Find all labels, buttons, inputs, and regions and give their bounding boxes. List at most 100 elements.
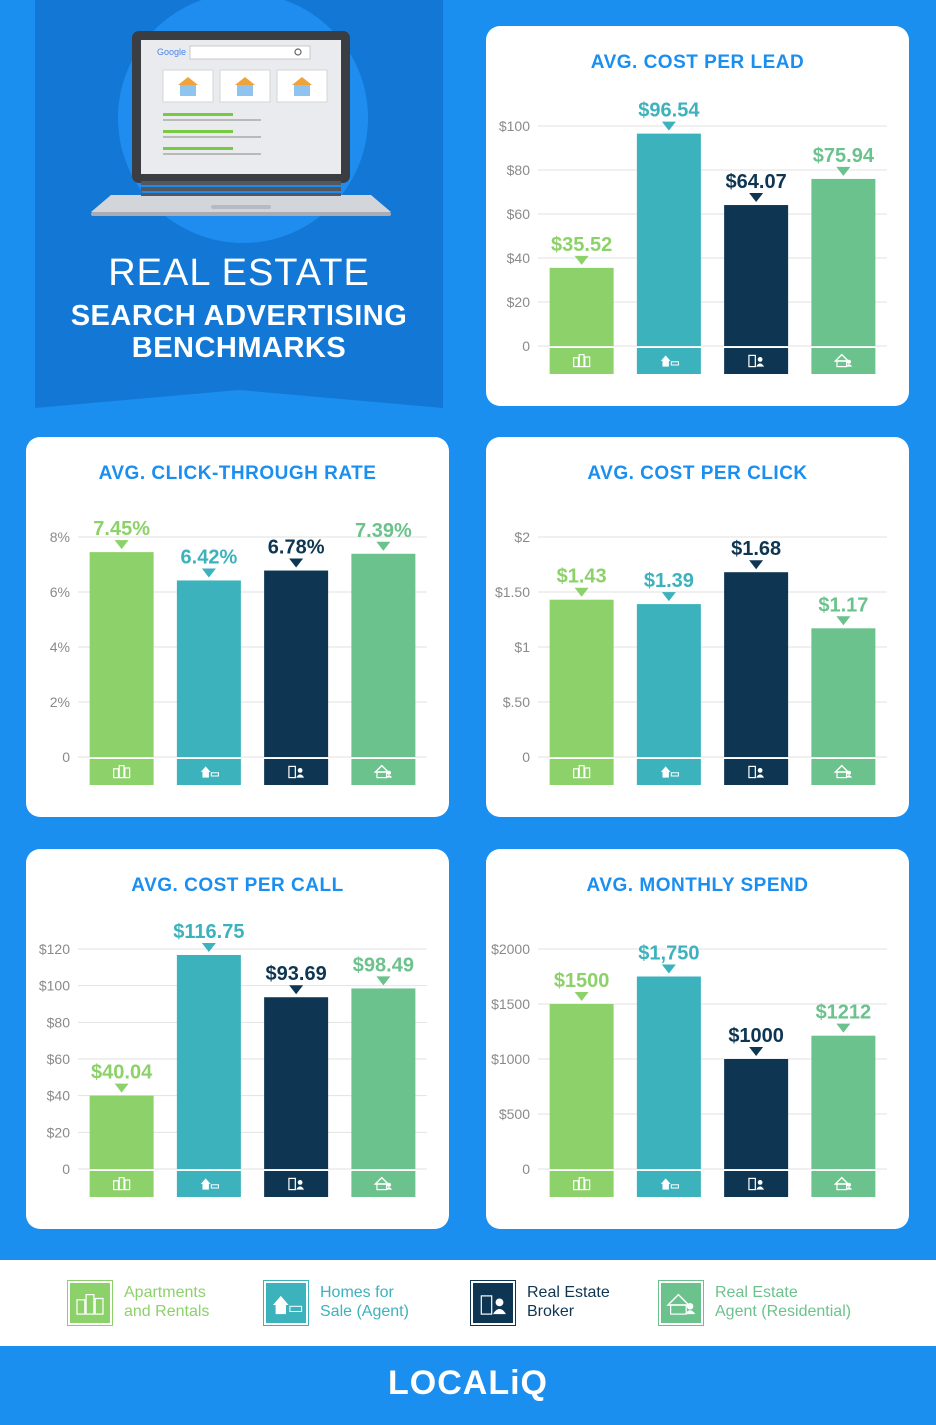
- value-pointer: [661, 592, 676, 602]
- value-pointer: [574, 587, 589, 597]
- y-tick-label: $500: [499, 1106, 530, 1122]
- data-label: $96.54: [638, 100, 700, 122]
- chart-card-cost-per-call: AVG. COST PER CALL 0 $20 $40 $60 $80 $100 $120 $…: [26, 849, 449, 1229]
- home-for-sale-icon: [200, 766, 219, 778]
- category-strip: [89, 1171, 154, 1197]
- y-tick-label: 8%: [50, 529, 70, 545]
- y-tick-label: $60: [47, 1051, 71, 1067]
- home-for-sale-icon: [200, 1178, 219, 1190]
- data-label: 6.78%: [268, 537, 325, 559]
- y-tick-label: 0: [522, 749, 530, 765]
- legend-label: Real Estate Agent (Residential): [715, 1284, 852, 1320]
- legend-label: Apartments and Rentals: [124, 1284, 210, 1320]
- data-label: $1,750: [638, 943, 699, 965]
- y-tick-label: $1: [514, 639, 530, 655]
- category-strip: [724, 348, 789, 374]
- value-pointer: [661, 964, 676, 974]
- chart-card-cost-per-lead: AVG. COST PER LEAD 0 $20 $40 $60 $80 $100 $35.5…: [486, 26, 909, 406]
- value-pointer: [376, 976, 391, 986]
- y-tick-label: $100: [499, 118, 530, 134]
- y-tick-label: 0: [522, 338, 530, 354]
- chart-card-cost-per-click: AVG. COST PER CLICK 0 $.50 $1 $1.50 $2 $1.43 $1…: [486, 437, 909, 817]
- y-tick-label: 4%: [50, 639, 70, 655]
- bar-agent: [811, 178, 876, 346]
- y-tick-label: $100: [39, 978, 70, 994]
- chart-title: AVG. COST PER LEAD: [591, 52, 804, 73]
- value-pointer: [376, 541, 391, 551]
- agent-icon: [373, 1176, 393, 1191]
- bar-chart-cpc: AVG. COST PER CLICK 0 $.50 $1 $1.50 $2 $1.43 $1…: [495, 463, 887, 785]
- data-label: $40.04: [91, 1062, 153, 1084]
- search-logo: Google: [157, 47, 187, 57]
- data-label: $35.52: [551, 234, 612, 256]
- data-label: $75.94: [813, 145, 875, 167]
- y-tick-label: $60: [507, 206, 531, 222]
- hero-subtitle-line2: BENCHMARKS: [131, 332, 347, 364]
- bar-chart-spend: AVG. MONTHLY SPEND 0 $500 $1000 $1500 $2000 $1…: [491, 875, 887, 1197]
- y-tick-label: $2: [514, 529, 530, 545]
- value-pointer: [836, 166, 851, 176]
- bar-broker: [724, 205, 789, 346]
- category-strip: [724, 1171, 789, 1197]
- value-pointer: [574, 992, 589, 1001]
- bar-chart-cpcall: AVG. COST PER CALL 0 $20 $40 $60 $80 $100 $120 $…: [39, 875, 427, 1197]
- agent-icon: [833, 353, 853, 368]
- data-label: $1000: [728, 1025, 784, 1047]
- y-tick-label: $80: [47, 1014, 71, 1030]
- y-tick-label: $40: [47, 1088, 71, 1104]
- y-tick-label: 0: [522, 1161, 530, 1177]
- broker-icon: [288, 1177, 305, 1191]
- home-for-sale-icon: [263, 1280, 309, 1326]
- apartments-icon: [573, 1177, 591, 1191]
- bar-home-for-sale: [636, 976, 701, 1169]
- apartments-icon: [67, 1280, 113, 1326]
- category-strip: [89, 759, 154, 785]
- bar-broker: [724, 1059, 789, 1169]
- broker-icon: [470, 1280, 516, 1326]
- broker-icon: [748, 1177, 765, 1191]
- bar-apartments: [549, 599, 614, 757]
- data-label: 7.45%: [93, 518, 150, 540]
- broker-icon: [748, 765, 765, 779]
- y-tick-label: $40: [507, 250, 531, 266]
- data-label: $1.39: [644, 570, 694, 592]
- chart-card-click-through-rate: AVG. CLICK-THROUGH RATE 0 2% 4% 6% 8% 7.45% 6.4…: [26, 437, 449, 817]
- category-strip: [549, 348, 614, 374]
- category-strip: [264, 759, 329, 785]
- apartments-icon: [573, 354, 591, 368]
- home-for-sale-icon: [660, 766, 679, 778]
- bar-broker: [264, 570, 329, 757]
- y-tick-label: $120: [39, 941, 70, 957]
- hero-graphic: [35, 0, 443, 408]
- category-strip: [549, 759, 614, 785]
- legend-label: Real Estate Broker: [527, 1284, 610, 1320]
- bar-apartments: [89, 1095, 154, 1169]
- data-label: 7.39%: [355, 520, 412, 542]
- agent-icon: [658, 1280, 704, 1326]
- value-pointer: [574, 255, 589, 265]
- bar-chart-ctr: AVG. CLICK-THROUGH RATE 0 2% 4% 6% 8% 7.45% 6.4…: [50, 463, 427, 785]
- category-strip: [549, 1171, 614, 1197]
- bar-agent: [811, 1035, 876, 1169]
- y-tick-label: $.50: [503, 694, 530, 710]
- value-pointer: [749, 193, 764, 203]
- value-pointer: [114, 540, 129, 550]
- y-tick-label: 0: [62, 749, 70, 765]
- data-label: 6.42%: [181, 546, 238, 568]
- y-tick-label: 2%: [50, 694, 70, 710]
- chart-card-monthly-spend: AVG. MONTHLY SPEND 0 $500 $1000 $1500 $2000 $1…: [486, 849, 909, 1229]
- home-for-sale-icon: [660, 355, 679, 367]
- bar-agent: [351, 553, 416, 757]
- value-pointer: [836, 1023, 851, 1033]
- y-tick-label: $20: [47, 1124, 71, 1140]
- y-tick-label: $1000: [491, 1051, 530, 1067]
- data-label: $1.43: [557, 566, 607, 588]
- hero-banner: Google REAL ESTATE SEARCH ADVERTISING BE…: [35, 0, 443, 408]
- bar-home-for-sale: [176, 580, 241, 757]
- broker-icon: [288, 765, 305, 779]
- y-tick-label: $1.50: [495, 584, 530, 600]
- bar-apartments: [549, 1004, 614, 1169]
- apartments-icon: [573, 765, 591, 779]
- value-pointer: [114, 1083, 129, 1093]
- bar-home-for-sale: [176, 954, 241, 1169]
